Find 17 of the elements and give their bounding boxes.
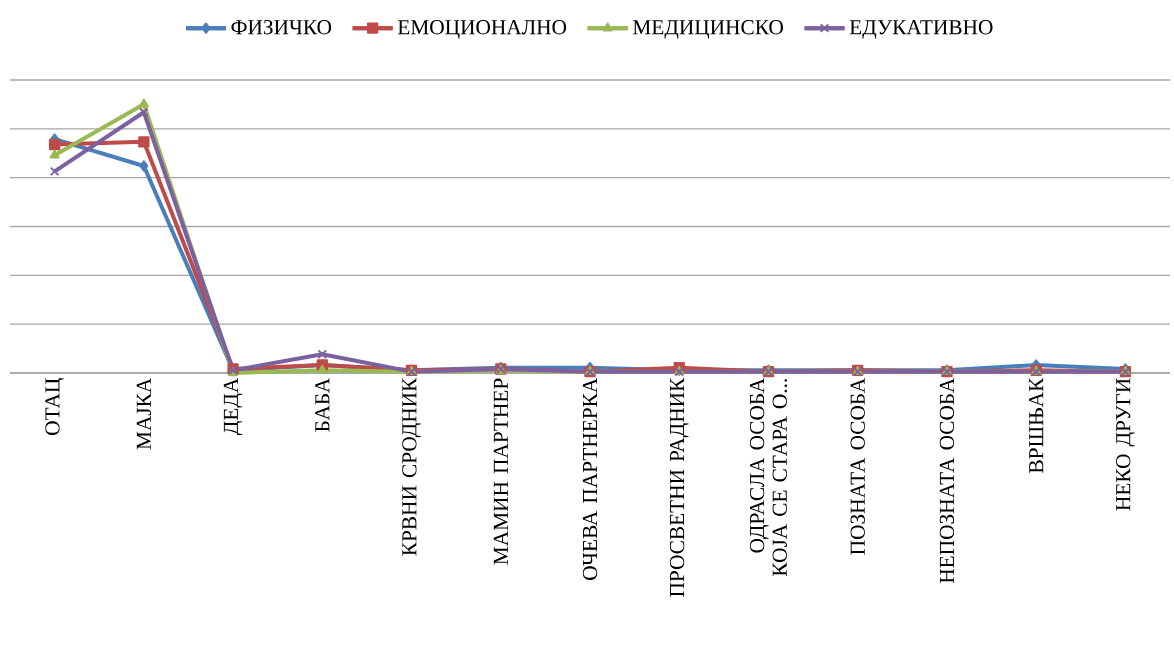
legend-label: ФИЗИЧКО xyxy=(231,20,332,35)
x-tick-label: ДЕДА xyxy=(223,377,243,436)
x-tick-label: ОЧЕВА ПАРТНЕРКА xyxy=(582,377,598,580)
x-tick-label: ОТАЦ xyxy=(45,378,64,436)
x-tick-label: НЕКО ДРУГИ xyxy=(1116,378,1135,511)
x-tick-label: МАМИН ПАРТНЕР xyxy=(493,378,508,565)
x-tick-label: БАБА xyxy=(315,377,330,432)
x-tick-label: НЕПОЗНАТА ОСОБА xyxy=(939,377,955,584)
x-tick-label: ПРОСВЕТНИ РАДНИК xyxy=(669,377,689,597)
x-tick-label: ОДРАСЛА ОСОБА КОЈА СЕ СТАРА О... xyxy=(749,377,788,577)
x-tick-label: МАЈКА xyxy=(136,377,151,450)
x-tick-label: ВРШЊАК xyxy=(1029,377,1044,473)
legend-label: ЕМОЦИОНАЛНО xyxy=(397,20,567,39)
legend-label: МЕДИЦИНСКО xyxy=(632,20,783,39)
x-tick-label: ПОЗНАТА ОСОБА xyxy=(850,377,865,555)
x-tick-label: КРВНИ СРОДНИК xyxy=(402,377,421,556)
legend-label: ЕДУКАТИВНО xyxy=(849,20,993,39)
